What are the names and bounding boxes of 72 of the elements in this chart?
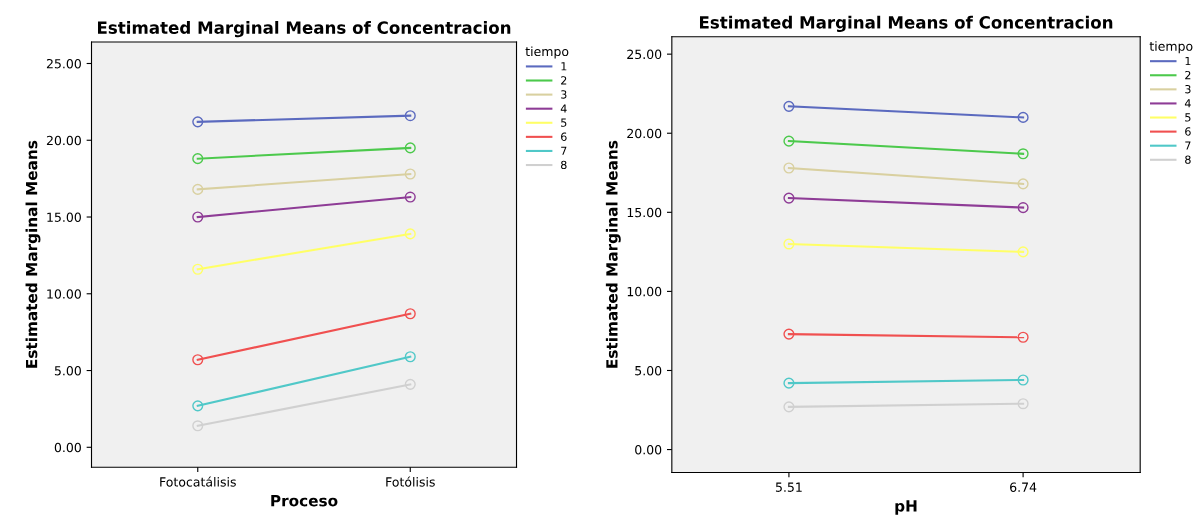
y-tick-label: 0.00	[635, 445, 662, 455]
point	[1017, 178, 1029, 190]
point	[404, 191, 416, 203]
point	[1017, 246, 1029, 258]
y-tick-label: 10.00	[627, 286, 662, 297]
x-tick-label: Fotocatálisis	[160, 476, 236, 487]
point	[783, 162, 795, 174]
point	[192, 354, 204, 366]
legend-label: 3	[561, 90, 567, 99]
y-tick-label: 5.00	[54, 366, 81, 376]
point	[1017, 331, 1029, 343]
x-axis-title: pH	[895, 500, 917, 515]
y-tick-label: 25.00	[46, 58, 81, 69]
legend-label: 4	[560, 104, 567, 113]
legend-label: 8	[1185, 155, 1191, 164]
y-tick-label: 15.00	[47, 212, 81, 222]
point	[404, 351, 416, 363]
point	[404, 168, 416, 180]
chart-title: Estimated Marginal Means of Concentracion	[700, 15, 1113, 33]
point	[192, 400, 204, 412]
point	[192, 183, 204, 195]
x-tick-label: Fotólisis	[386, 476, 435, 487]
point	[404, 142, 416, 154]
point	[783, 192, 795, 204]
point	[783, 135, 795, 147]
point	[192, 153, 204, 165]
point	[783, 100, 795, 112]
legend-label: 7	[1185, 141, 1191, 150]
x-tick-label: 5.51	[775, 482, 802, 492]
legend-label: 5	[561, 118, 567, 127]
chart-title: Estimated Marginal Means of Concentracion	[98, 21, 511, 38]
point	[192, 420, 204, 432]
legend-label: 1	[1185, 56, 1191, 66]
point	[1017, 148, 1029, 160]
y-tick-label: 15.00	[627, 207, 662, 218]
legend-title: tiempo	[1149, 41, 1193, 54]
legend-label: 1	[561, 62, 567, 71]
legend-label: 6	[561, 132, 567, 141]
point	[783, 238, 795, 250]
legend-label: 2	[561, 76, 567, 85]
y-tick-label: 0.00	[54, 442, 81, 453]
y-tick-label: 5.00	[635, 365, 662, 376]
point	[783, 401, 795, 413]
y-axis-title: Estimated Marginal Means	[605, 140, 621, 368]
legend-label: 2	[1185, 70, 1191, 80]
point	[783, 328, 795, 340]
point	[783, 377, 795, 389]
point	[404, 378, 416, 390]
point	[404, 110, 416, 122]
legend-title: tiempo	[525, 46, 569, 59]
x-tick-label: 6.74	[1010, 482, 1037, 492]
legend-label: 3	[1185, 85, 1191, 94]
point	[404, 228, 416, 240]
point	[192, 263, 204, 275]
point	[192, 116, 204, 128]
x-axis-title: Proceso	[271, 495, 338, 507]
point	[1017, 111, 1029, 123]
point	[192, 211, 204, 223]
y-tick-label: 20.00	[46, 135, 81, 146]
point	[1017, 398, 1029, 410]
y-tick-label: 25.00	[627, 49, 662, 60]
legend-label: 4	[1184, 99, 1191, 108]
legend-label: 7	[561, 146, 567, 155]
point	[1017, 374, 1029, 386]
point	[404, 308, 416, 320]
legend-label: 5	[1185, 113, 1191, 122]
y-axis-title: Estimated Marginal Means	[25, 140, 41, 368]
point	[1017, 202, 1029, 214]
y-tick-label: 20.00	[627, 128, 662, 139]
y-tick-label: 10.00	[47, 289, 81, 299]
legend-label: 6	[1185, 127, 1191, 136]
legend-label: 8	[561, 160, 567, 170]
